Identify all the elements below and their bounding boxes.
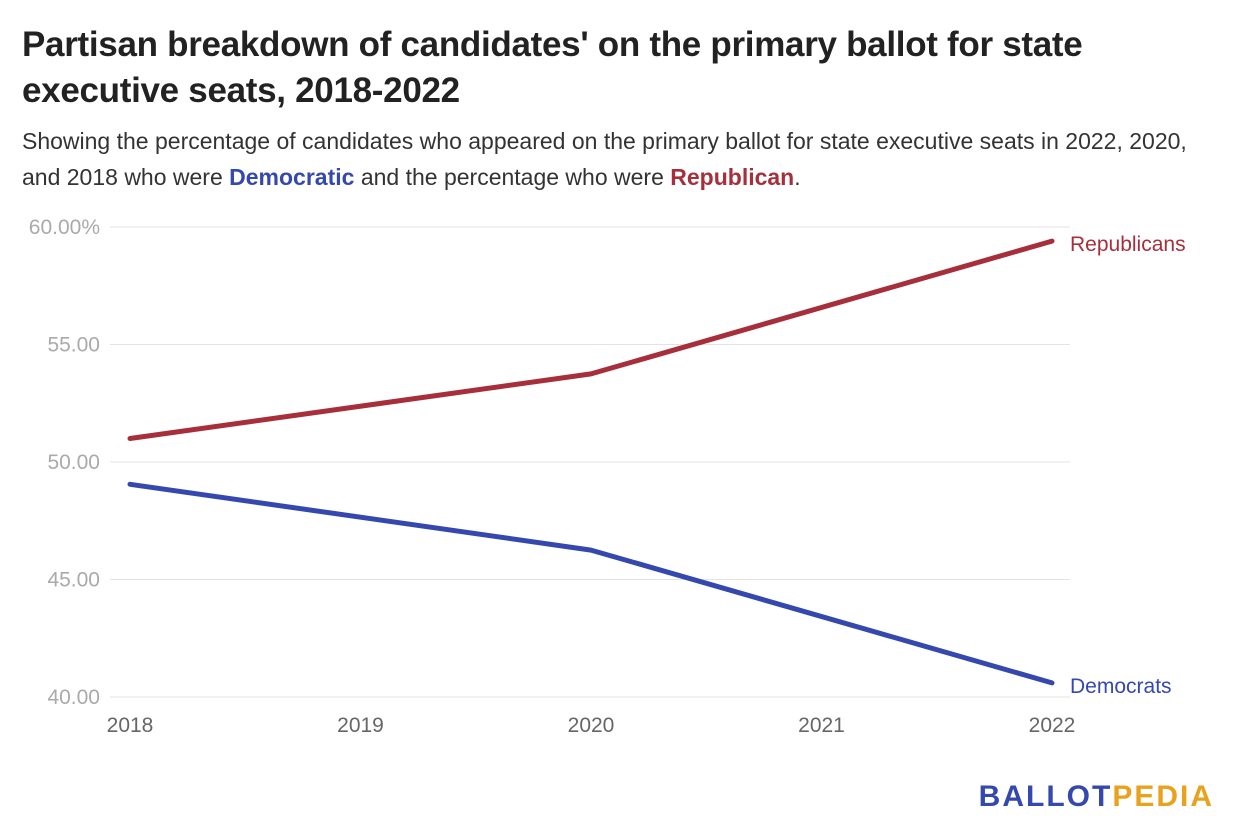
subtitle-republican-word: Republican: [670, 164, 795, 190]
series-label-democrats: Democrats: [1070, 675, 1172, 698]
y-tick-label: 40.00: [47, 686, 100, 709]
y-tick-label: 60.00%: [29, 216, 100, 239]
x-tick-label: 2022: [1029, 714, 1076, 737]
series-label-republicans: Republicans: [1070, 233, 1186, 256]
x-tick-label: 2021: [798, 714, 845, 737]
gridlines: [110, 226, 1070, 698]
ballotpedia-logo: BALLOTPEDIA: [979, 780, 1214, 814]
logo-text-ballot: BALLOT: [978, 780, 1113, 813]
x-tick-label: 2019: [337, 714, 384, 737]
chart-subtitle: Showing the percentage of candidates who…: [22, 123, 1222, 195]
x-tick-label: 2020: [568, 714, 615, 737]
y-tick-label: 50.00: [47, 451, 100, 474]
logo-text-pedia: PEDIA: [1112, 780, 1214, 813]
y-axis-tick-labels: 60.00% 55.00 50.00 45.00 40.00: [29, 216, 100, 709]
series-labels: Republicans Democrats: [1070, 233, 1186, 698]
subtitle-text-middle: and the percentage who were: [354, 164, 671, 190]
series-lines: [127, 238, 1055, 686]
x-tick-label: 2018: [107, 714, 154, 737]
series-line-republicans: [127, 238, 1055, 441]
subtitle-democratic-word: Democratic: [229, 164, 355, 190]
subtitle-text-after: .: [794, 164, 801, 190]
series-line-democrats: [127, 481, 1055, 686]
y-tick-label: 55.00: [47, 334, 100, 357]
chart-title: Partisan breakdown of candidates' on the…: [22, 25, 1083, 110]
subtitle-text-before: Showing the percentage of candidates who…: [22, 128, 1187, 190]
y-tick-label: 45.00: [47, 569, 100, 592]
x-axis-tick-labels: 2018 2019 2020 2021 2022: [107, 714, 1076, 737]
